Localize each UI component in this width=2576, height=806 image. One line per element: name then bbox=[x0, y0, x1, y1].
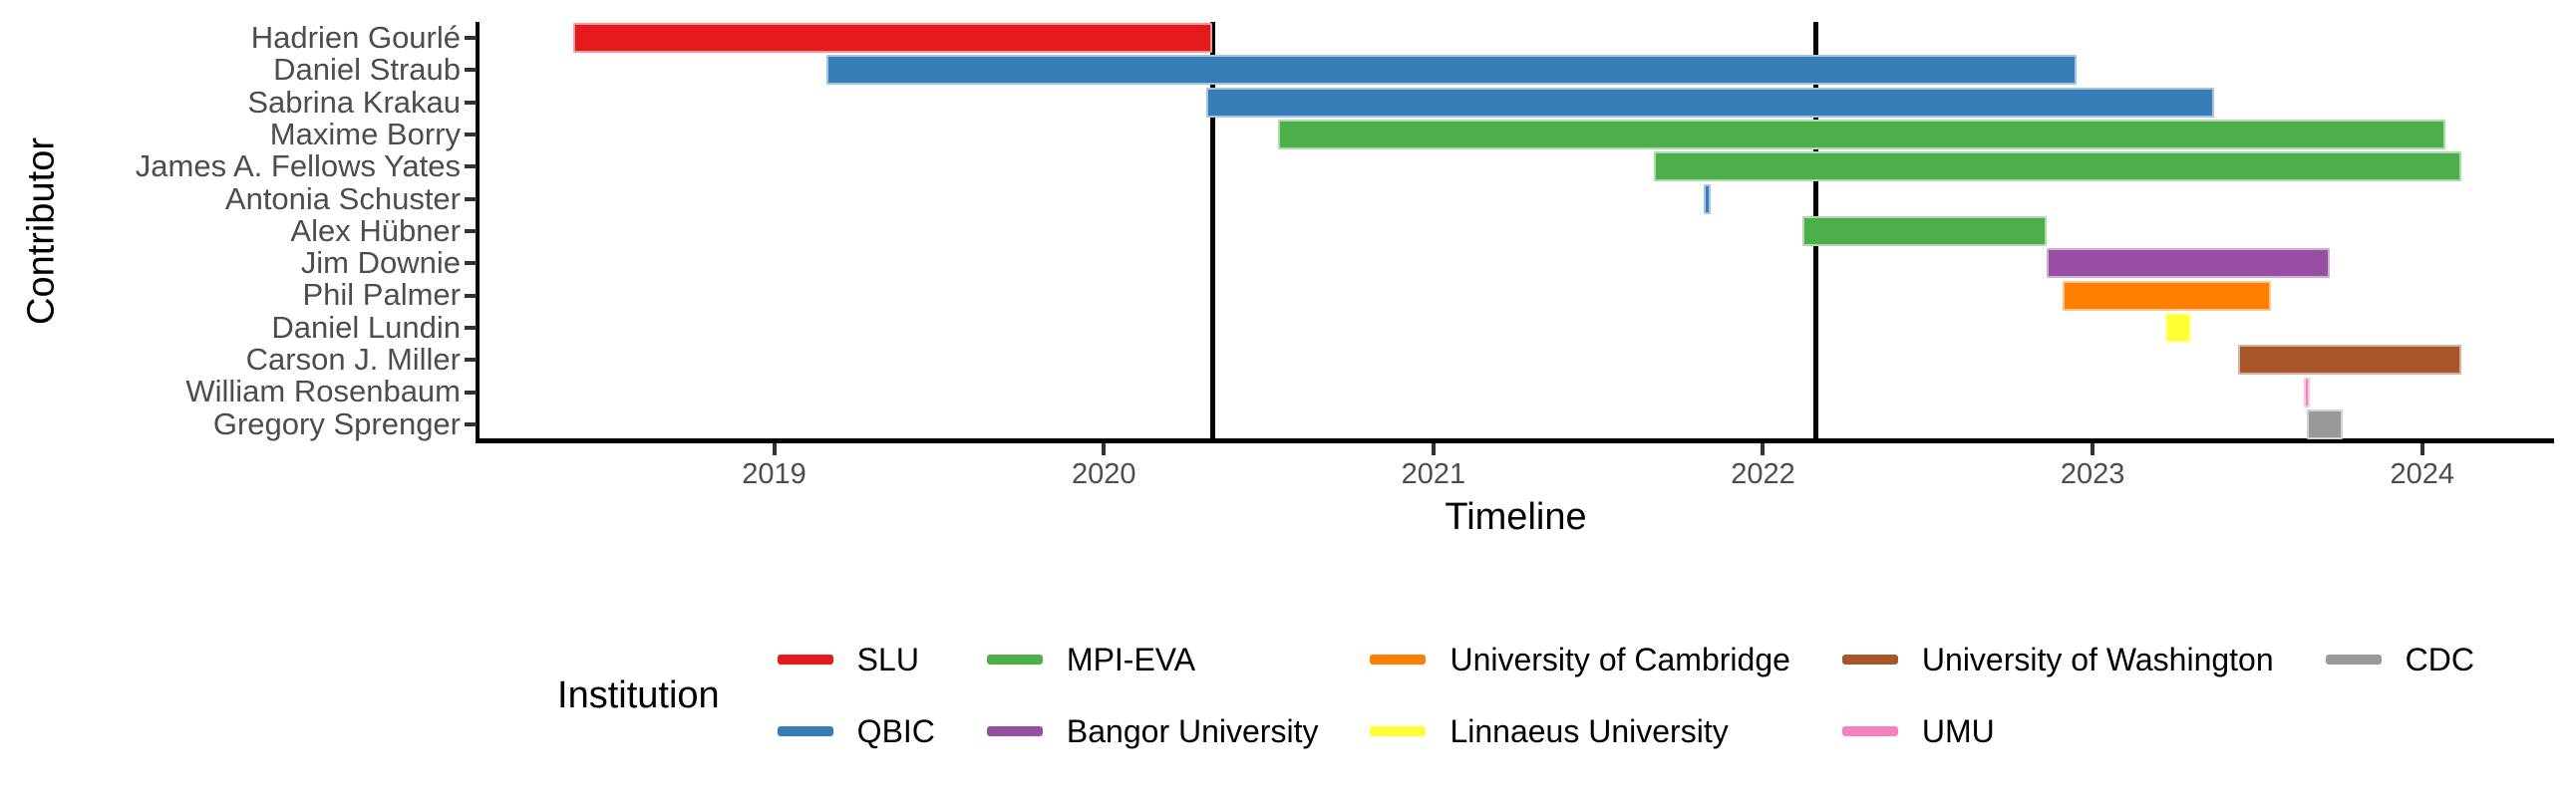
gantt-bar-william-rosenbaum bbox=[2303, 377, 2311, 407]
legend-title: Institution bbox=[557, 673, 720, 716]
y-axis-label-james-a-fellows-yates: James A. Fellows Yates bbox=[135, 148, 461, 184]
gantt-bar-alex-hubner bbox=[1802, 216, 2047, 246]
legend-key-umu bbox=[1841, 726, 1898, 736]
event-line-1 bbox=[1209, 22, 1215, 438]
legend-label-umu: UMU bbox=[1921, 712, 1995, 749]
y-tick-maxime-borry bbox=[465, 133, 477, 137]
x-tick-2022 bbox=[1761, 443, 1766, 455]
legend-label-cdc: CDC bbox=[2405, 641, 2474, 677]
gantt-bar-carson-j-miller bbox=[2237, 345, 2462, 376]
legend-key-university-of-washington bbox=[1841, 655, 1898, 665]
gantt-bar-maxime-borry bbox=[1278, 120, 2445, 150]
gantt-bar-daniel-straub bbox=[826, 55, 2077, 86]
legend-key-bangor-university bbox=[986, 726, 1043, 736]
x-axis-line bbox=[476, 438, 2554, 443]
gantt-bar-daniel-lundin bbox=[2164, 312, 2192, 343]
legend-item-linnaeus-university: Linnaeus University bbox=[1370, 709, 1789, 753]
legend-key-university-of-cambridge bbox=[1370, 655, 1427, 665]
legend-label-bangor-university: Bangor University bbox=[1066, 712, 1319, 749]
y-tick-jim-downie bbox=[465, 261, 477, 266]
legend-item-cdc: CDC bbox=[2325, 638, 2474, 681]
x-tick-2020 bbox=[1102, 443, 1107, 455]
legend-column-2: MPI-EVA Bangor University bbox=[986, 638, 1319, 753]
y-tick-carson-j-miller bbox=[465, 358, 477, 363]
legend-label-university-of-washington: University of Washington bbox=[1921, 641, 2274, 677]
y-axis-line bbox=[476, 22, 480, 443]
y-tick-sabrina-krakau bbox=[465, 100, 477, 105]
legend-label-slu: SLU bbox=[856, 641, 919, 677]
y-tick-james-a-fellows-yates bbox=[465, 164, 477, 169]
y-axis-label-daniel-lundin: Daniel Lundin bbox=[271, 309, 461, 345]
legend-item-slu: SLU bbox=[777, 638, 935, 681]
legend-entries: SLU QBIC MPI-EVA Bangor University Universit… bbox=[777, 638, 2474, 753]
gantt-bar-sabrina-krakau bbox=[1205, 87, 2215, 118]
y-tick-daniel-lundin bbox=[465, 325, 477, 330]
x-tick-2021 bbox=[1431, 443, 1436, 455]
legend-column-1: SLU QBIC bbox=[777, 638, 935, 753]
institution-legend: Institution SLU QBIC MPI-EVA Bangor Univers… bbox=[478, 626, 2554, 765]
x-tick-label-2022: 2022 bbox=[1731, 458, 1795, 490]
gantt-bar-james-a-fellows-yates bbox=[1654, 151, 2462, 182]
y-axis-label-jim-downie: Jim Downie bbox=[300, 245, 461, 281]
x-tick-label-2023: 2023 bbox=[2060, 458, 2125, 490]
y-tick-daniel-straub bbox=[465, 68, 477, 73]
y-tick-alex-hubner bbox=[465, 229, 477, 233]
legend-key-cdc bbox=[2325, 655, 2382, 665]
y-axis-label-phil-palmer: Phil Palmer bbox=[302, 277, 462, 313]
legend-item-mpi-eva: MPI-EVA bbox=[986, 638, 1319, 681]
gantt-bar-phil-palmer bbox=[2063, 280, 2271, 311]
legend-column-5: CDC bbox=[2325, 638, 2474, 681]
y-tick-antonia-schuster bbox=[465, 196, 477, 201]
x-axis-title: Timeline bbox=[1445, 496, 1587, 538]
legend-label-mpi-eva: MPI-EVA bbox=[1066, 641, 1196, 677]
legend-key-linnaeus-university bbox=[1370, 726, 1427, 736]
x-tick-label-2021: 2021 bbox=[1401, 458, 1466, 490]
gantt-bar-gregory-sprenger bbox=[2307, 408, 2344, 439]
y-axis-label-alex-hubner: Alex Hübner bbox=[290, 212, 461, 248]
y-axis-label-sabrina-krakau: Sabrina Krakau bbox=[247, 84, 461, 120]
legend-key-qbic bbox=[777, 726, 833, 736]
legend-item-bangor-university: Bangor University bbox=[986, 709, 1319, 753]
y-axis-label-william-rosenbaum: William Rosenbaum bbox=[185, 374, 461, 409]
gantt-bar-jim-downie bbox=[2046, 248, 2331, 279]
x-tick-label-2020: 2020 bbox=[1071, 458, 1136, 490]
gantt-bar-antonia-schuster bbox=[1703, 183, 1711, 214]
legend-key-mpi-eva bbox=[986, 655, 1043, 665]
y-axis-label-carson-j-miller: Carson J. Miller bbox=[245, 342, 461, 378]
gantt-bar-hadrien-gourle bbox=[572, 23, 1213, 54]
legend-item-qbic: QBIC bbox=[777, 709, 935, 753]
y-tick-gregory-sprenger bbox=[465, 421, 477, 426]
legend-key-slu bbox=[777, 655, 833, 665]
legend-item-university-of-cambridge: University of Cambridge bbox=[1370, 638, 1790, 681]
legend-item-university-of-washington: University of Washington bbox=[1841, 638, 2274, 681]
y-axis-label-gregory-sprenger: Gregory Sprenger bbox=[212, 405, 461, 441]
y-axis-label-maxime-borry: Maxime Borry bbox=[269, 116, 461, 151]
y-axis-label-hadrien-gourle: Hadrien Gourlé bbox=[250, 20, 461, 55]
y-tick-william-rosenbaum bbox=[465, 390, 477, 395]
legend-column-4: University of Washington UMU bbox=[1841, 638, 2274, 753]
legend-label-linnaeus-university: Linnaeus University bbox=[1449, 712, 1729, 749]
legend-label-university-of-cambridge: University of Cambridge bbox=[1449, 641, 1790, 677]
legend-column-3: University of Cambridge Linnaeus Universi… bbox=[1370, 638, 1790, 753]
x-tick-2019 bbox=[772, 443, 777, 455]
x-tick-label-2019: 2019 bbox=[742, 458, 806, 490]
y-axis-label-antonia-schuster: Antonia Schuster bbox=[224, 180, 461, 216]
x-tick-2024 bbox=[2419, 443, 2424, 455]
x-tick-2023 bbox=[2091, 443, 2095, 455]
y-axis-label-daniel-straub: Daniel Straub bbox=[273, 52, 461, 88]
legend-item-umu: UMU bbox=[1841, 709, 2274, 753]
x-tick-label-2024: 2024 bbox=[2390, 458, 2454, 490]
legend-label-qbic: QBIC bbox=[856, 712, 935, 749]
y-tick-phil-palmer bbox=[465, 293, 477, 298]
y-tick-hadrien-gourle bbox=[465, 36, 477, 41]
